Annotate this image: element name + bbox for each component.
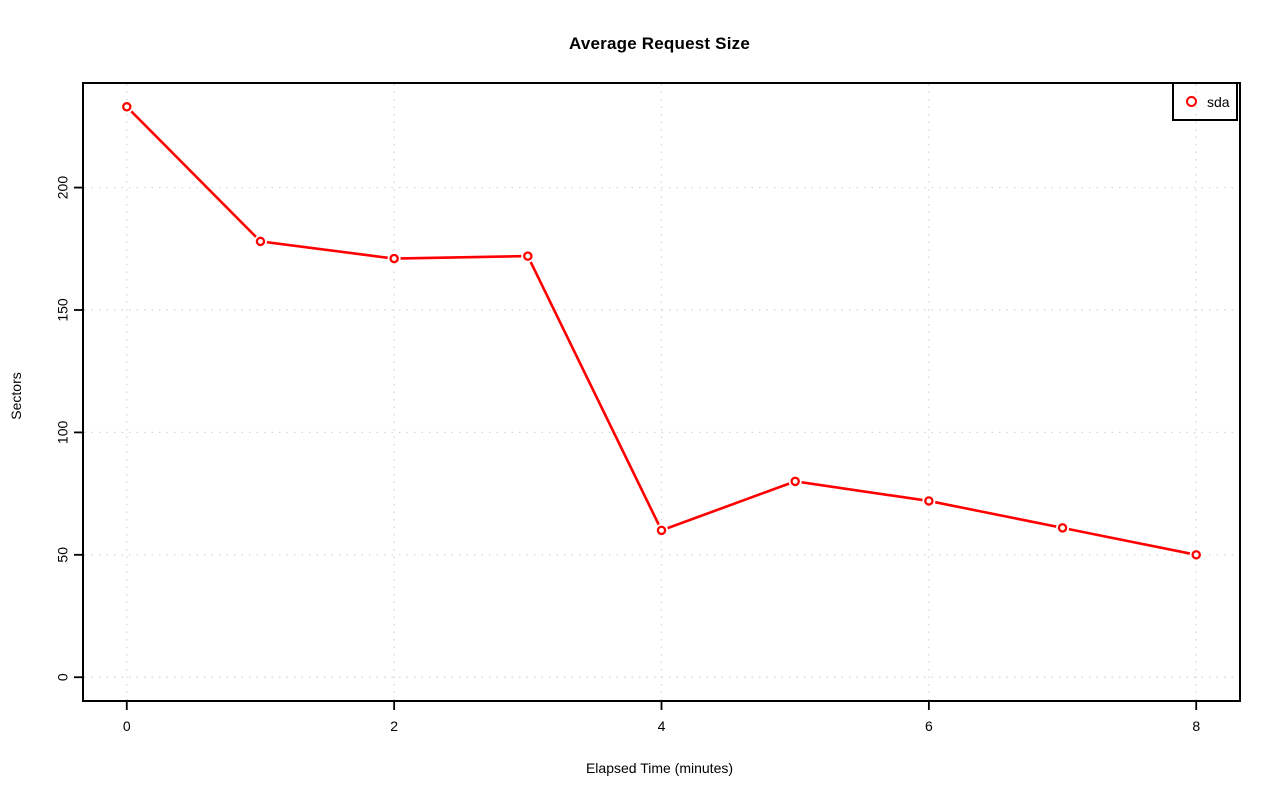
data-point-marker [790,476,800,487]
x-axis-title: Elapsed Time (minutes) [585,760,734,776]
x-axis-tick-label: 2 [390,718,398,734]
data-point-marker [255,236,266,247]
series-line [125,105,1197,557]
x-axis-tick-label: 4 [658,718,666,734]
x-axis-tick-label: 6 [925,718,933,734]
data-point-marker [1057,523,1068,533]
y-axis-tick-label: 50 [55,547,71,563]
data-point-marker [1191,550,1201,560]
legend-open-circle-icon [1186,96,1197,107]
legend: sda [1172,82,1238,121]
x-axis-tick-label: 8 [1192,718,1200,734]
y-axis-tick-label: 0 [55,673,71,681]
y-axis-title: Sectors [8,372,24,420]
x-axis-tick-label: 0 [123,718,131,734]
y-axis-tick-label: 100 [55,421,71,445]
legend-series-label: sda [1207,93,1230,110]
y-axis-tick-label: 200 [55,176,71,200]
data-point-marker [924,496,934,506]
plot-area: 0 2 4 6 8 0 50 100 150 200 [55,82,1241,734]
chart-title: Average Request Size [569,34,750,53]
y-axis-tick-label: 150 [55,298,71,322]
data-point-marker [656,525,667,536]
data-point-marker [523,251,533,261]
plot-canvas: 0 2 4 6 8 0 50 100 150 200 [55,84,1239,734]
data-point-marker [122,102,132,112]
data-point-marker [389,253,399,264]
